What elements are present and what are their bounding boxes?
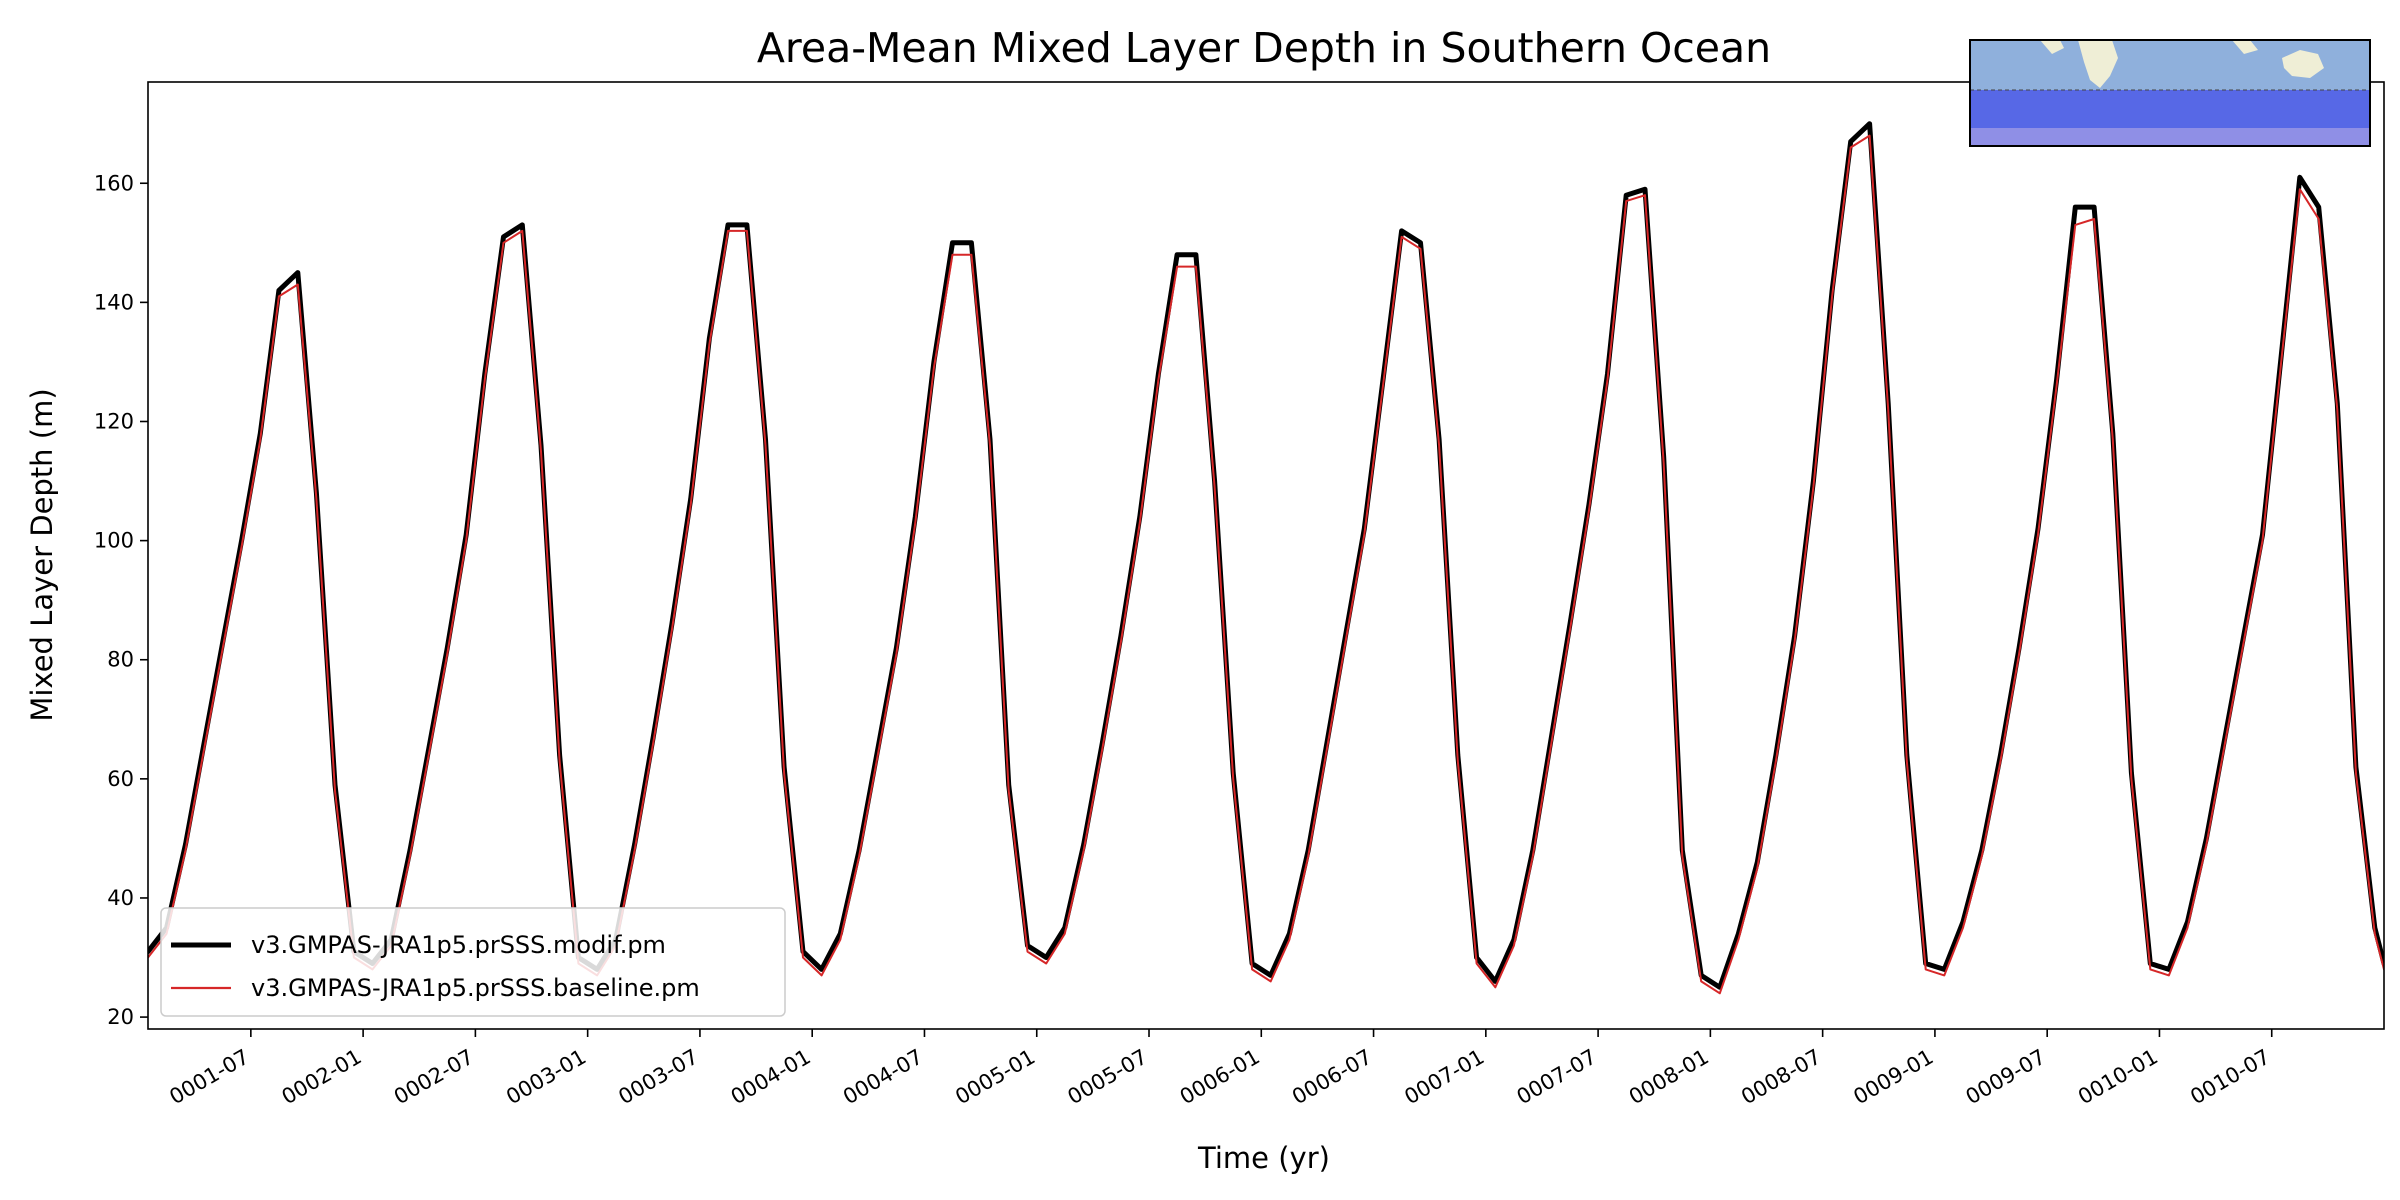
y-tick-label: 40 [107, 886, 134, 910]
x-axis-label: Time (yr) [1197, 1141, 1330, 1175]
inset-land-australia [2282, 50, 2324, 78]
chart-title: Area-Mean Mixed Layer Depth in Southern … [757, 24, 1771, 72]
plot-area [147, 81, 2385, 1030]
inset-land-asia [2232, 40, 2258, 54]
legend-box [160, 907, 786, 1017]
y-tick-label: 80 [107, 648, 134, 672]
y-axis: 20 40 60 80 100 120 140 160 [94, 171, 148, 1029]
legend-label-modif: v3.GMPAS-JRA1p5.prSSS.modif.pm [251, 931, 666, 959]
inset-region-south [1970, 128, 2370, 146]
y-tick-label: 20 [107, 1005, 134, 1029]
series-line-baseline [148, 134, 2384, 995]
inset-land-samerica [2040, 40, 2064, 54]
series-layer [148, 121, 2384, 995]
y-tick-label: 120 [94, 409, 134, 433]
legend: v3.GMPAS-JRA1p5.prSSS.modif.pm v3.GMPAS-… [160, 907, 786, 1017]
inset-land-africa [2078, 40, 2118, 88]
plot-frame [147, 81, 2385, 1030]
y-tick-label: 140 [94, 290, 134, 314]
y-axis-label: Mixed Layer Depth (m) [25, 388, 59, 721]
y-tick-label: 100 [94, 529, 134, 553]
legend-label-baseline: v3.GMPAS-JRA1p5.prSSS.baseline.pm [251, 974, 700, 1002]
y-tick-label: 60 [107, 767, 134, 791]
y-tick-label: 160 [94, 171, 134, 195]
inset-frame [1969, 39, 2371, 147]
inset-map [1969, 39, 2371, 147]
